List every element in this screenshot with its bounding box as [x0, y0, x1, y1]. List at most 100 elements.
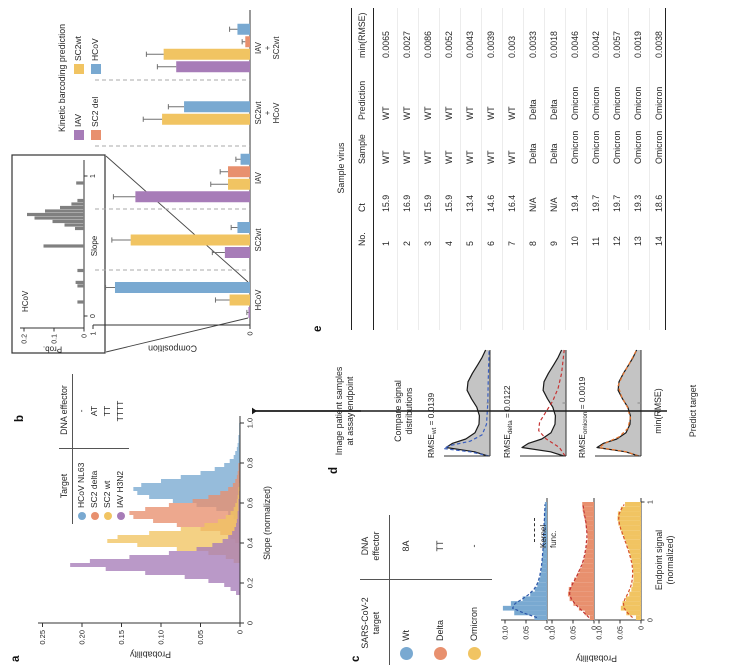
a-legend-target-1: HCoV NL63 — [76, 462, 86, 508]
a-legend-effector-2: AT — [89, 405, 99, 417]
panel-b-label: b — [14, 414, 26, 422]
table-cell-r5c3: WT — [465, 150, 475, 164]
b-legend-label-SC2 del: SC2 del — [90, 96, 100, 127]
b-inset-ytick-label: 0.2 — [21, 334, 28, 344]
a-legend-dot-2 — [91, 512, 99, 520]
table-cell-r9c5: 0.0018 — [549, 31, 559, 58]
panel-d-predict-target: Predict target — [688, 384, 698, 438]
table-cell-r10c2: 19.4 — [570, 194, 580, 212]
a-ytick-label: 0 — [236, 630, 245, 634]
panel-b-inset-xlabel: Slope — [90, 235, 99, 257]
a-xtick-label: 0.6 — [246, 498, 255, 508]
b-category-label: HCoV — [272, 102, 281, 124]
panel-a-legend-underline — [72, 374, 73, 524]
c-legend-effector-Omicron: - — [469, 544, 479, 548]
c-legend-target-Delta: Delta — [435, 619, 445, 641]
table-cell-r1c3: WT — [381, 150, 391, 164]
c-legend-circle-Omicron — [468, 647, 481, 660]
table-cell-r12c3: Omicron — [612, 130, 622, 164]
a-legend-effector-3: TT — [102, 405, 112, 417]
panel-c-legend-divider — [360, 579, 492, 580]
panel-a-label: a — [10, 655, 22, 662]
table-row-separator — [460, 8, 461, 330]
b-category-label: + — [263, 110, 272, 115]
kernel-label-line2: func. — [549, 530, 558, 548]
rmse-label-omicron: RMSEomicron = 0.0019 — [577, 376, 589, 458]
a-legend-effector-1: - — [76, 409, 86, 413]
table-cell-r8c1: 8 — [528, 241, 538, 246]
b-inset-ytick-label: 0 — [81, 334, 88, 338]
table-cell-r13c2: 19.3 — [633, 194, 643, 212]
c-legend-circle-Wt — [400, 647, 413, 660]
table-cell-r7c1: 7 — [507, 241, 517, 246]
c-ytick-label: 0.05 — [570, 626, 577, 640]
table-cell-r14c1: 14 — [654, 236, 664, 246]
a-ytick-label: 0.25 — [38, 630, 47, 645]
table-cell-r2c2: 16.9 — [402, 194, 412, 212]
table-cell-r7c4: WT — [507, 106, 517, 120]
table-cell-r11c4: Omicron — [591, 86, 601, 120]
panel-d-step1-line2: at assay endpoint — [345, 376, 355, 446]
panel-e-label: e — [312, 325, 324, 332]
b-legend-label-IAV: IAV — [73, 113, 83, 127]
panel-a-legend-divider — [59, 448, 129, 449]
b-inset-ytick-label: 0.1 — [51, 334, 58, 344]
a-xtick-label: 0.2 — [246, 578, 255, 588]
table-header-prediction: Prediction — [357, 80, 367, 120]
c-ytick-label: 0.10 — [549, 626, 556, 640]
rmse-label-wt: RMSEwt = 0.0139 — [426, 392, 438, 458]
a-legend-dot-1 — [78, 512, 86, 520]
panel-b-ylabel: Composition — [148, 343, 197, 354]
panel-c-xlabel-line1: Endpoint signal — [654, 529, 664, 591]
a-legend-dot-3 — [104, 512, 112, 520]
table-cell-r6c2: 14.6 — [486, 194, 496, 212]
table-cell-r7c5: 0.003 — [507, 35, 517, 58]
table-cell-r6c4: WT — [486, 106, 496, 120]
table-cell-r10c5: 0.0046 — [570, 31, 580, 58]
a-legend-target-3: SC2 wt — [102, 480, 112, 508]
c-ytick-label: 0.10 — [596, 626, 603, 640]
c-ytick-label: 0 — [544, 626, 551, 630]
a-legend-effector-4: TTTT — [115, 400, 125, 422]
table-cell-r6c3: WT — [486, 150, 496, 164]
c-ytick-label: 0 — [591, 626, 598, 630]
a-legend-dot-4 — [117, 512, 125, 520]
b-category-label: IAV — [254, 171, 263, 184]
b-category-label: SC2wt — [254, 101, 263, 125]
panel-d-step1-line1: Image patient samples — [334, 366, 344, 456]
table-cell-r1c2: 15.9 — [381, 194, 391, 212]
b-legend-swatch-HCoV — [91, 64, 101, 74]
table-cell-r14c3: Omicron — [654, 130, 664, 164]
b-legend-label-SC2wt: SC2wt — [73, 35, 83, 61]
b-category-label: + — [263, 45, 272, 50]
b-legend-label-HCoV: HCoV — [90, 38, 100, 61]
table-cell-r1c1: 1 — [381, 241, 391, 246]
table-cell-r12c4: Omicron — [612, 86, 622, 120]
table-cell-r12c2: 19.7 — [612, 194, 622, 212]
table-cell-r11c3: Omicron — [591, 130, 601, 164]
table-cell-r13c5: 0.0019 — [633, 31, 643, 58]
table-cell-r2c4: WT — [402, 106, 412, 120]
table-cell-r2c1: 2 — [402, 241, 412, 246]
table-row-separator — [649, 8, 650, 330]
panel-b-xlabel: Sample virus — [336, 142, 346, 194]
b-category-label: SC2wt — [272, 36, 281, 60]
table-row-separator — [586, 8, 587, 330]
b-inset-xtick-label: 1 — [90, 174, 97, 178]
table-cell-r13c1: 13 — [633, 236, 643, 246]
table-row-separator — [397, 8, 398, 330]
panel-c-legend-header-effector-line1: DNA — [360, 536, 370, 556]
c-ytick-label: 0.10 — [502, 626, 509, 640]
panel-a-xlabel: Slope (normalized) — [262, 486, 272, 560]
a-ytick-label: 0.15 — [117, 630, 126, 645]
c-ytick-label: 0.05 — [617, 626, 624, 640]
kernel-dash-sample — [534, 518, 535, 542]
table-cell-r8c3: Delta — [528, 143, 538, 164]
table-cell-r3c2: 15.9 — [423, 194, 433, 212]
table-cell-r11c1: 11 — [591, 236, 601, 246]
c-legend-target-Wt: Wt — [401, 630, 411, 641]
c-legend-circle-Delta — [434, 647, 447, 660]
table-cell-r5c4: WT — [465, 106, 475, 120]
